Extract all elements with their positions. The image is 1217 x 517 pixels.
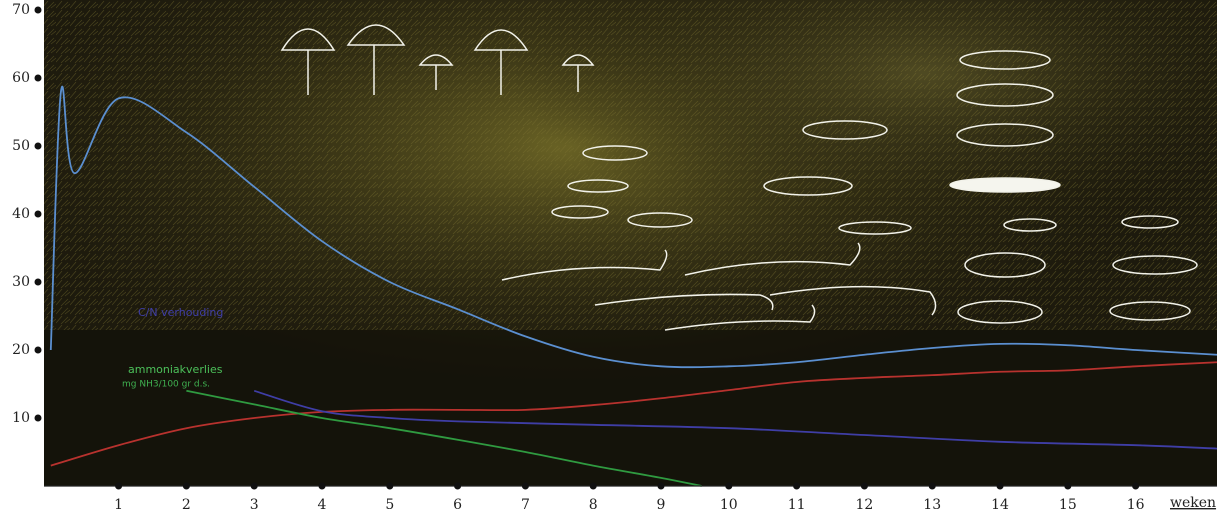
y-tick-label: 40 xyxy=(12,206,30,222)
x-tick xyxy=(861,483,868,490)
x-tick xyxy=(251,483,258,490)
x-tick-label: 7 xyxy=(521,497,530,513)
series-label: ammoniakverlies xyxy=(128,363,223,376)
x-tick-label: 8 xyxy=(589,497,598,513)
x-tick-label: 5 xyxy=(385,497,394,513)
y-tick xyxy=(35,415,42,422)
x-tick-label: 15 xyxy=(1059,497,1077,513)
x-tick-label: 16 xyxy=(1127,497,1145,513)
x-tick-label: 3 xyxy=(250,497,259,513)
background xyxy=(44,0,1217,486)
y-tick-label: 70 xyxy=(12,2,30,18)
page: {"chart_data": {"type": "line", "x_label… xyxy=(0,0,1217,517)
x-tick xyxy=(658,483,665,490)
y-tick xyxy=(35,347,42,354)
y-tick xyxy=(35,211,42,218)
x-tick xyxy=(183,483,190,490)
y-tick-label: 50 xyxy=(12,138,30,154)
x-tick xyxy=(1064,483,1071,490)
x-tick-label: 12 xyxy=(856,497,874,513)
x-tick xyxy=(929,483,936,490)
chart: C/N verhouding ammoniakverlies mg NH3/10… xyxy=(0,0,1217,517)
x-tick xyxy=(725,483,732,490)
x-tick-label: 10 xyxy=(720,497,738,513)
x-tick xyxy=(115,483,122,490)
x-tick-label: 9 xyxy=(657,497,666,513)
x-tick xyxy=(1132,483,1139,490)
x-tick-label: 14 xyxy=(991,497,1009,513)
y-tick xyxy=(35,75,42,82)
x-tick xyxy=(522,483,529,490)
x-tick xyxy=(454,483,461,490)
x-tick xyxy=(793,483,800,490)
x-tick-label: 13 xyxy=(923,497,941,513)
x-tick xyxy=(997,483,1004,490)
x-axis-label: weken xyxy=(1170,495,1216,511)
x-tick xyxy=(590,483,597,490)
y-tick xyxy=(35,143,42,150)
y-tick-label: 60 xyxy=(12,70,30,86)
x-tick-label: 2 xyxy=(182,497,191,513)
x-tick-label: 1 xyxy=(114,497,123,513)
y-tick-label: 30 xyxy=(12,274,30,290)
y-tick-label: 10 xyxy=(12,410,30,426)
x-tick-label: 4 xyxy=(318,497,327,513)
x-tick xyxy=(386,483,393,490)
y-tick xyxy=(35,279,42,286)
x-tick xyxy=(318,483,325,490)
y-tick-label: 20 xyxy=(12,342,30,358)
x-tick-label: 6 xyxy=(453,497,462,513)
series-label: C/N verhouding xyxy=(138,306,223,319)
x-tick-label: 11 xyxy=(788,497,806,513)
y-tick xyxy=(35,7,42,14)
annotation: mg NH3/100 gr d.s. xyxy=(122,380,210,390)
